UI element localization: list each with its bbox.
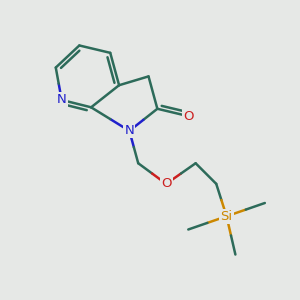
Text: O: O — [161, 177, 171, 190]
Text: N: N — [57, 93, 67, 106]
Text: O: O — [183, 110, 194, 123]
Text: N: N — [124, 124, 134, 137]
Text: Si: Si — [220, 210, 232, 223]
